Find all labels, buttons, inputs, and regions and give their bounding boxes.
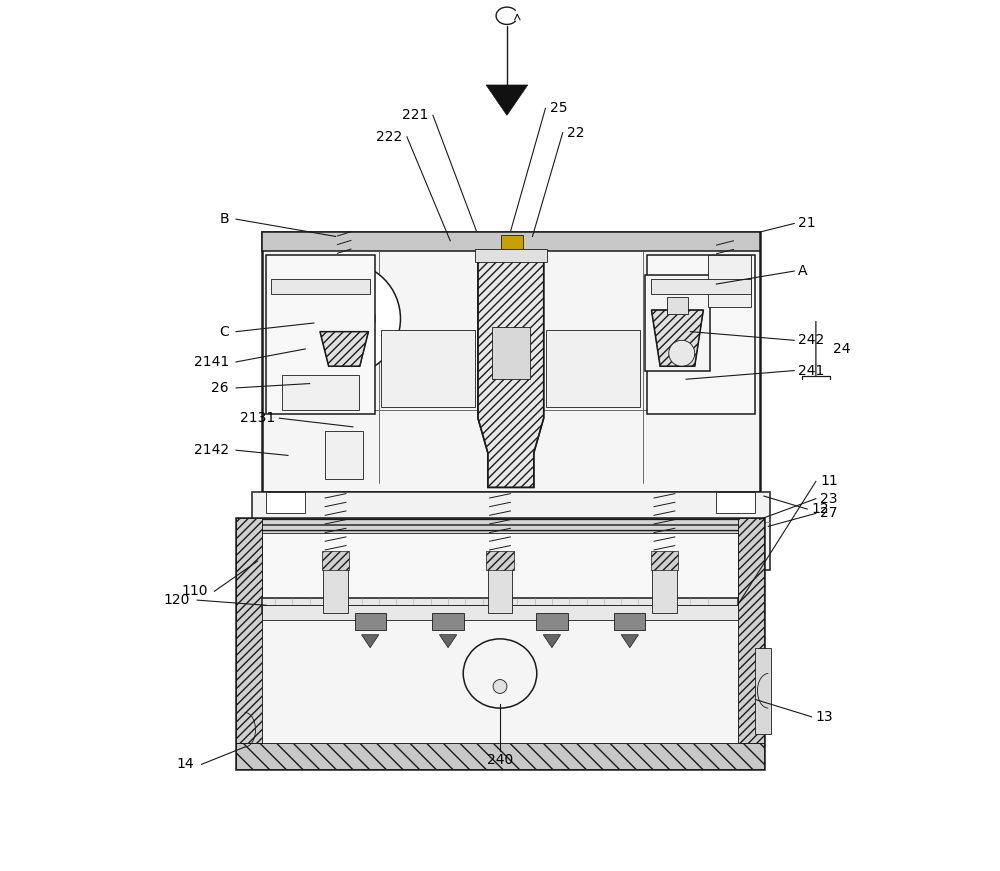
Bar: [669, 591, 729, 618]
Bar: [647, 255, 755, 414]
Bar: [266, 523, 755, 539]
Text: 222: 222: [376, 130, 403, 144]
Bar: [284, 539, 738, 565]
Text: B: B: [219, 213, 229, 226]
Text: 2141: 2141: [194, 355, 229, 369]
Text: 221: 221: [402, 108, 429, 122]
Polygon shape: [621, 635, 638, 648]
Bar: [262, 598, 738, 613]
Bar: [614, 613, 645, 631]
Bar: [262, 232, 760, 492]
Text: 2142: 2142: [194, 443, 229, 457]
Bar: [501, 234, 523, 248]
Bar: [651, 279, 751, 294]
Bar: [488, 565, 512, 613]
Text: 13: 13: [816, 710, 834, 724]
Bar: [282, 375, 359, 409]
Polygon shape: [543, 635, 561, 648]
Text: 21: 21: [798, 217, 815, 231]
Polygon shape: [236, 517, 262, 769]
Bar: [323, 565, 348, 613]
Polygon shape: [320, 332, 368, 367]
Bar: [652, 565, 677, 613]
Polygon shape: [236, 743, 764, 769]
Text: 110: 110: [182, 584, 208, 598]
Bar: [634, 611, 712, 632]
Bar: [325, 431, 363, 479]
Bar: [262, 232, 760, 251]
Text: 14: 14: [177, 758, 194, 772]
Polygon shape: [478, 251, 544, 488]
Circle shape: [288, 262, 400, 375]
Circle shape: [313, 287, 375, 349]
Polygon shape: [439, 635, 457, 648]
Text: 11: 11: [820, 475, 838, 489]
Bar: [492, 327, 530, 379]
Bar: [266, 492, 305, 513]
Bar: [651, 550, 678, 570]
Text: 26: 26: [211, 381, 229, 395]
Bar: [716, 492, 755, 513]
Bar: [266, 255, 375, 414]
Polygon shape: [738, 517, 764, 769]
Text: 2131: 2131: [240, 411, 275, 425]
Bar: [546, 330, 640, 407]
Bar: [486, 550, 514, 570]
Circle shape: [669, 341, 695, 367]
Bar: [381, 330, 475, 407]
Circle shape: [493, 679, 507, 693]
Bar: [262, 604, 738, 620]
Bar: [271, 279, 370, 294]
Bar: [292, 591, 353, 618]
Bar: [252, 492, 770, 570]
Text: 12: 12: [812, 502, 829, 516]
Text: 120: 120: [164, 593, 190, 607]
Bar: [645, 275, 710, 370]
Bar: [468, 565, 554, 604]
Bar: [656, 565, 742, 596]
Polygon shape: [651, 310, 703, 367]
Polygon shape: [486, 85, 528, 115]
Bar: [475, 248, 547, 261]
Text: A: A: [798, 264, 807, 278]
Bar: [755, 647, 771, 734]
Circle shape: [334, 308, 354, 328]
Bar: [279, 565, 366, 596]
Bar: [288, 611, 366, 632]
Text: 25: 25: [550, 101, 567, 115]
Bar: [667, 297, 688, 314]
Text: 240: 240: [487, 753, 513, 767]
Bar: [322, 550, 349, 570]
Polygon shape: [262, 517, 738, 533]
Bar: [536, 613, 568, 631]
Text: 24: 24: [833, 342, 851, 356]
Text: 23: 23: [820, 491, 838, 506]
Bar: [262, 604, 738, 743]
Polygon shape: [362, 635, 379, 648]
Bar: [355, 613, 386, 631]
Text: C: C: [219, 325, 229, 339]
Text: 27: 27: [820, 506, 838, 520]
Text: 241: 241: [798, 363, 824, 378]
Bar: [236, 517, 764, 769]
Text: 22: 22: [567, 125, 585, 139]
Text: 242: 242: [798, 334, 824, 348]
Bar: [708, 255, 751, 307]
Bar: [432, 613, 464, 631]
